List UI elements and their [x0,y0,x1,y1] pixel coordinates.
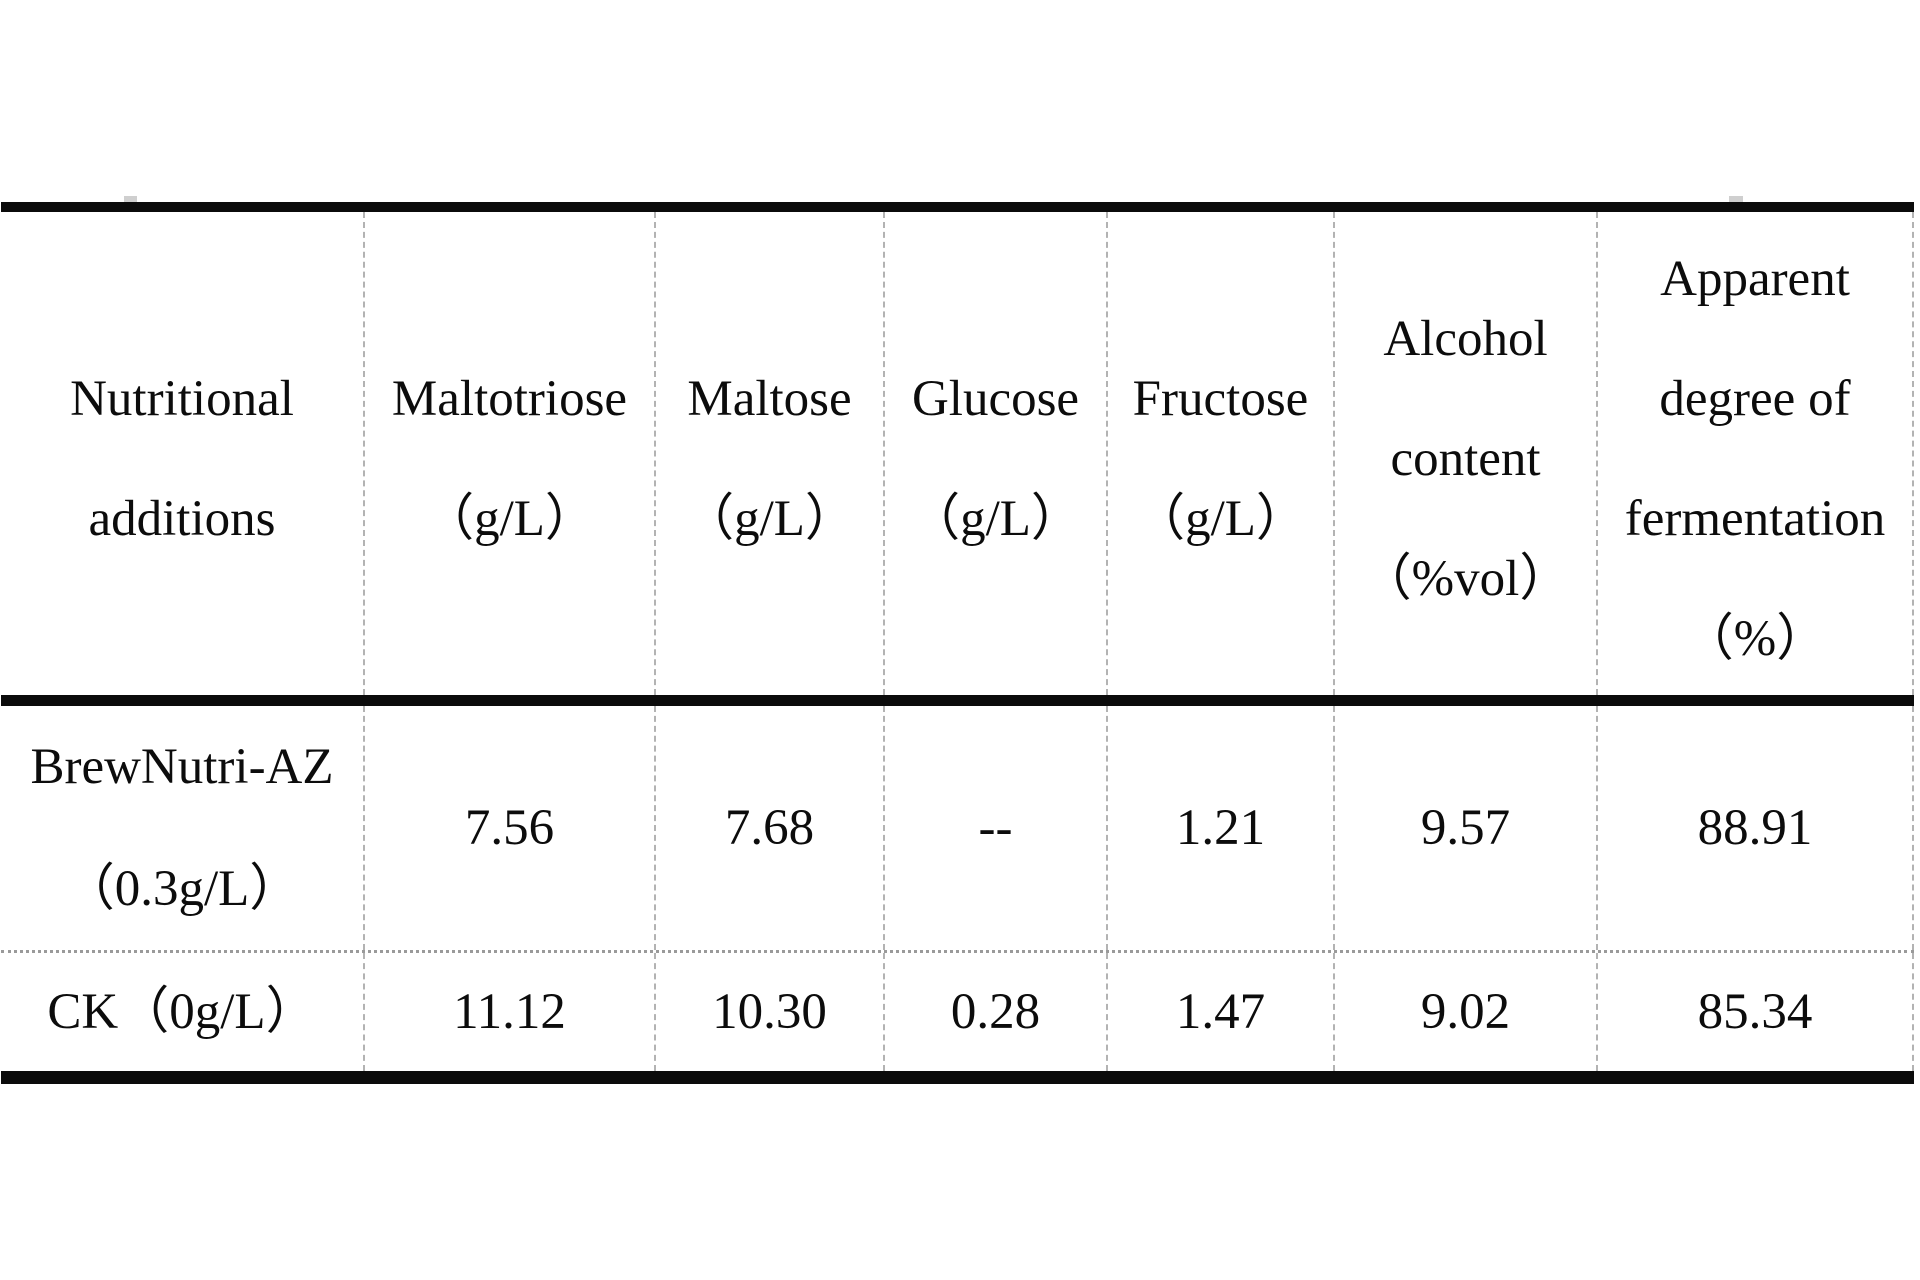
header-body-separator-rule [1,695,1914,706]
header-unit: （%） [1682,610,1828,667]
header-text: Maltotriose [391,370,628,427]
header-text: degree of [1659,370,1851,427]
value-fructose: 1.21 [1106,706,1333,950]
cell-value: 1.47 [1175,984,1266,1040]
row-label-brewnutri-az: BrewNutri-AZ （0.3g/L） [1,706,363,950]
header-text: content [1390,430,1541,487]
cell-value: 0.28 [950,984,1041,1040]
cell-value: 85.34 [1697,984,1813,1040]
value-maltotriose: 7.56 [363,706,654,950]
header-text: additions [88,490,276,547]
header-cell-glucose: Glucose （g/L） [883,212,1106,695]
cell-value: 11.12 [453,984,566,1040]
header-unit: （g/L） [683,490,856,547]
value-maltotriose: 11.12 [363,953,654,1071]
scan-artifact [1729,196,1743,202]
table-bottom-rule [1,1071,1914,1084]
header-text: fermentation [1624,490,1886,547]
value-apparent-fermentation: 88.91 [1596,706,1914,950]
header-unit: （%vol） [1360,550,1571,607]
cell-value: 9.57 [1420,800,1511,856]
row-label-text: CK（0g/L） [47,984,317,1040]
data-table: Nutritional additions Maltotriose （g/L） … [1,202,1914,1084]
cell-value: 10.30 [712,984,827,1040]
header-cell-maltose: Maltose （g/L） [654,212,883,695]
cell-value: 9.02 [1420,984,1511,1040]
header-unit: （g/L） [909,490,1082,547]
header-cell-nutritional-additions: Nutritional additions [1,212,363,695]
header-cell-alcohol-content: Alcohol content （%vol） [1333,212,1596,695]
value-glucose: -- [883,706,1106,950]
header-cell-maltotriose: Maltotriose （g/L） [363,212,654,695]
value-fructose: 1.47 [1106,953,1333,1071]
cell-value: 88.91 [1697,800,1813,856]
value-alcohol-content: 9.02 [1333,953,1596,1071]
table-top-rule [1,202,1914,212]
row-divider-dotted-rule [1,950,1914,953]
header-cell-fructose: Fructose （g/L） [1106,212,1333,695]
row-label-text: BrewNutri-AZ [30,739,334,795]
value-maltose: 7.68 [654,706,883,950]
header-unit: （g/L） [423,490,596,547]
cell-value: -- [978,800,1013,856]
header-text: Apparent [1660,250,1850,307]
scan-artifact [124,196,137,202]
header-text: Glucose [911,370,1080,427]
row-label-dose: （0.3g/L） [63,861,301,917]
header-text: Maltose [687,370,852,427]
table-row-ck-control: CK（0g/L） 11.12 10.30 0.28 1.47 9.02 85.3… [1,953,1914,1071]
header-text: Nutritional [70,370,294,427]
table-row-brewnutri-az: BrewNutri-AZ （0.3g/L） 7.56 7.68 -- 1.21 … [1,706,1914,950]
cell-value: 7.68 [724,800,815,856]
value-glucose: 0.28 [883,953,1106,1071]
header-text: Fructose [1132,370,1309,427]
header-text: Alcohol [1383,310,1548,367]
cell-value: 1.21 [1175,800,1266,856]
table-header-row: Nutritional additions Maltotriose （g/L） … [1,212,1914,695]
cell-value: 7.56 [464,800,555,856]
header-unit: （g/L） [1134,490,1307,547]
row-label-ck: CK（0g/L） [1,953,363,1071]
value-apparent-fermentation: 85.34 [1596,953,1914,1071]
header-cell-apparent-degree-of-fermentation: Apparent degree of fermentation （%） [1596,212,1914,695]
value-alcohol-content: 9.57 [1333,706,1596,950]
value-maltose: 10.30 [654,953,883,1071]
